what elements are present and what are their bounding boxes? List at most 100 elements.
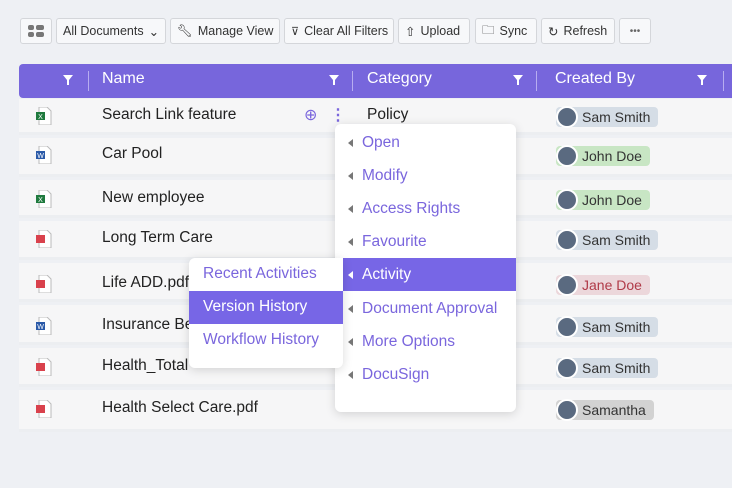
label: Upload (420, 24, 461, 38)
menu-item-modify[interactable]: Modify (335, 159, 516, 192)
menu-item-open[interactable]: Open (335, 126, 516, 159)
upload-button[interactable]: ⇧ Upload (398, 18, 470, 44)
column-name[interactable]: Name (102, 70, 145, 87)
menu-item-label: Favourite (362, 233, 427, 250)
document-name[interactable]: Health_Total (102, 357, 189, 374)
created-by-chip: Sam Smith (556, 229, 659, 251)
pdf-file-icon (36, 358, 52, 376)
more-icon: ••• (629, 25, 641, 37)
caret-left-icon (348, 139, 353, 147)
menu-item-label: Access Rights (362, 200, 461, 217)
created-by-chip: John Doe (556, 145, 650, 167)
document-name[interactable]: Search Link feature (102, 106, 237, 123)
avatar (556, 189, 578, 211)
upload-icon: ⇧ (405, 24, 416, 39)
folder-sync-icon: 🗀︎ (482, 22, 495, 37)
grid-list-icon (28, 25, 44, 37)
created-by-name: Samantha (582, 402, 646, 418)
menu-item-activity[interactable]: Activity (335, 258, 516, 291)
menu-item-more-options[interactable]: More Options (335, 325, 516, 358)
submenu-item-label: Version History (203, 298, 308, 315)
excel-file-icon: X (36, 190, 52, 208)
word-file-icon: W (36, 146, 52, 164)
all-documents-dropdown[interactable]: All Documents ⌄ (56, 18, 166, 44)
submenu-item-workflow-history[interactable]: Workflow History (189, 324, 343, 357)
svg-text:X: X (38, 114, 43, 121)
filter-icon[interactable] (513, 75, 523, 85)
context-menu: Open Modify Access Rights Favourite Activity… (335, 124, 516, 412)
menu-item-access-rights[interactable]: Access Rights (335, 192, 516, 225)
document-name[interactable]: Insurance Be (102, 316, 194, 333)
created-by-chip: Sam Smith (556, 316, 659, 338)
created-by-name: John Doe (582, 148, 642, 164)
svg-text:W: W (37, 324, 44, 331)
pdf-file-icon (36, 230, 52, 248)
submenu-item-label: Recent Activities (203, 265, 317, 282)
excel-file-icon: X (36, 107, 52, 125)
avatar (556, 106, 578, 128)
avatar (556, 145, 578, 167)
document-category: Policy (367, 106, 409, 123)
refresh-button[interactable]: ↻ Refresh (541, 18, 615, 44)
manage-view-button[interactable]: 🔧︎ Manage View (170, 18, 280, 44)
document-name[interactable]: Long Term Care (102, 229, 213, 246)
more-button[interactable]: ••• (619, 18, 651, 44)
caret-left-icon (348, 271, 353, 279)
filter-clear-icon: ⊽ (291, 25, 300, 38)
menu-item-document-approval[interactable]: Document Approval (335, 292, 516, 325)
svg-text:X: X (38, 197, 43, 204)
preview-zoom-icon[interactable]: ⊕ (304, 107, 318, 124)
pdf-file-icon (36, 400, 52, 418)
menu-item-label: More Options (362, 333, 456, 350)
created-by-name: Sam Smith (582, 109, 651, 125)
menu-item-label: Open (362, 134, 400, 151)
created-by-name: John Doe (582, 192, 642, 208)
caret-left-icon (348, 238, 353, 246)
avatar (556, 399, 578, 421)
document-name[interactable]: Car Pool (102, 145, 163, 162)
submenu-item-label: Workflow History (203, 331, 319, 348)
view-toggle-button[interactable] (20, 18, 52, 44)
filter-icon[interactable] (63, 75, 73, 85)
document-name[interactable]: Health Select Care.pdf (102, 399, 258, 416)
filter-icon[interactable] (697, 75, 707, 85)
label: Clear All Filters (304, 24, 389, 38)
created-by-chip: Jane Doe (556, 274, 650, 296)
activity-submenu: Recent Activities Version History Workflow… (189, 258, 343, 368)
avatar (556, 274, 578, 296)
avatar (556, 316, 578, 338)
avatar (556, 229, 578, 251)
submenu-item-recent-activities[interactable]: Recent Activities (189, 258, 343, 291)
created-by-chip: Sam Smith (556, 106, 659, 128)
menu-item-favourite[interactable]: Favourite (335, 225, 516, 258)
clear-all-filters-button[interactable]: ⊽ Clear All Filters (284, 18, 394, 44)
caret-left-icon (348, 305, 353, 313)
document-name[interactable]: Life ADD.pdf (102, 274, 190, 291)
label: Manage View (197, 24, 274, 38)
created-by-chip: John Doe (556, 189, 650, 211)
created-by-name: Sam Smith (582, 319, 651, 335)
kebab-menu-icon[interactable]: ⋮ (330, 107, 346, 124)
pdf-file-icon (36, 275, 52, 293)
caret-left-icon (348, 172, 353, 180)
caret-left-icon (348, 338, 353, 346)
created-by-chip: Samantha (556, 399, 654, 421)
menu-item-label: DocuSign (362, 366, 430, 383)
menu-item-docusign[interactable]: DocuSign (335, 358, 516, 391)
svg-text:W: W (37, 153, 44, 160)
submenu-item-version-history[interactable]: Version History (189, 291, 343, 324)
caret-left-icon (348, 205, 353, 213)
chevron-down-icon: ⌄ (148, 24, 160, 39)
sync-button[interactable]: 🗀︎ Sync (475, 18, 537, 44)
column-created-by[interactable]: Created By (555, 70, 636, 87)
avatar (556, 357, 578, 379)
document-name[interactable]: New employee (102, 189, 205, 206)
menu-item-label: Modify (362, 167, 408, 184)
created-by-name: Jane Doe (582, 277, 642, 293)
table-header: Name Category Created By (19, 64, 732, 98)
word-file-icon: W (36, 317, 52, 335)
column-category[interactable]: Category (367, 70, 432, 87)
label: Sync (499, 24, 528, 38)
wrench-icon: 🔧︎ (177, 23, 193, 38)
filter-icon[interactable] (329, 75, 339, 85)
